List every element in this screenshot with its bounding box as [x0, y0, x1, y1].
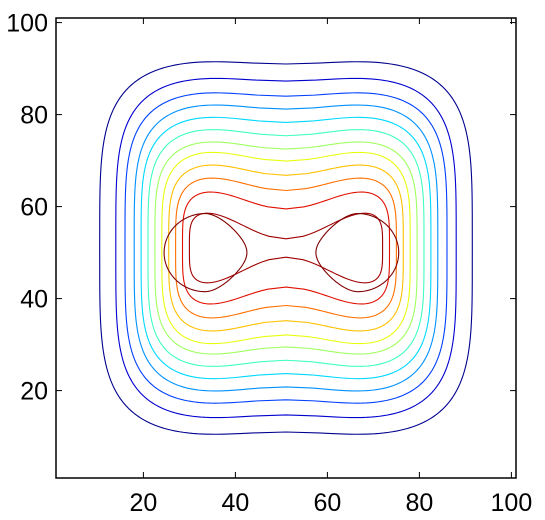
y-tick-label: 100 [6, 10, 48, 38]
plot-area [56, 18, 516, 478]
axis-tick-labels: 20 40 60 80 100 20 40 60 80 100 [6, 10, 532, 517]
contour-level-8 [161, 151, 411, 345]
axis-ticks [56, 18, 516, 478]
contour-level-12 [188, 212, 384, 284]
contour-inner-loop-2 [315, 212, 400, 293]
contour-inner-loop-1 [163, 212, 248, 293]
contour-level-6 [147, 129, 425, 367]
x-tick-label: 20 [129, 489, 157, 517]
contour-level-7 [154, 141, 418, 355]
x-tick-label: 40 [221, 489, 249, 517]
axes-frame [55, 17, 517, 479]
x-tick-label: 80 [405, 489, 433, 517]
contour-lines [99, 61, 473, 435]
contour-level-3 [124, 92, 448, 404]
x-tick-label: 100 [491, 489, 533, 517]
y-tick-label: 20 [20, 378, 48, 406]
x-tick-label: 60 [313, 489, 341, 517]
contour-level-1 [99, 61, 473, 435]
contour-level-11 [181, 191, 391, 305]
contour-level-10 [175, 177, 397, 319]
y-tick-label: 40 [20, 286, 48, 314]
contour-level-5 [140, 116, 432, 380]
y-tick-label: 60 [20, 194, 48, 222]
y-tick-label: 80 [20, 102, 48, 130]
contour-level-9 [168, 164, 404, 332]
contour-level-4 [133, 104, 439, 392]
contour-level-2 [115, 77, 457, 419]
